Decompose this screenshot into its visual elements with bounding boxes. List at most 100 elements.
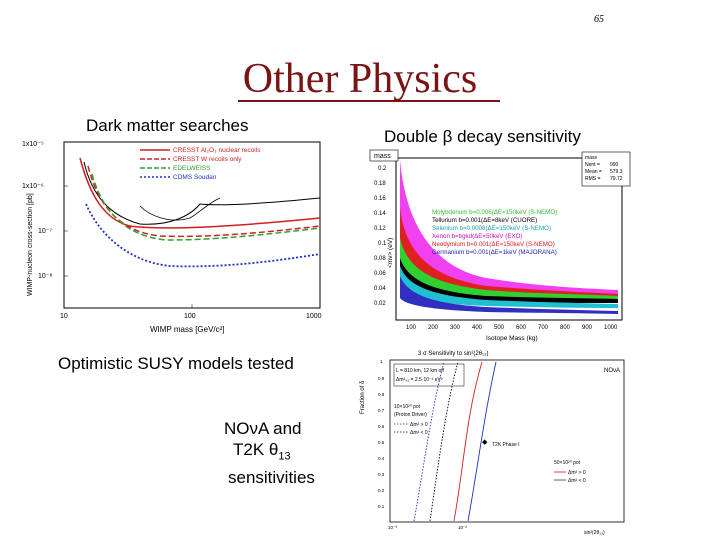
svg-text:990: 990 [610, 162, 619, 168]
dm-xlabel: WIMP mass [GeV/c²] [150, 325, 225, 334]
svg-text:0.5: 0.5 [378, 440, 385, 445]
svg-text:mass: mass [585, 155, 597, 161]
dbd-xlabel: Isotope Mass (kg) [486, 335, 538, 342]
dm-curve-cdms [85, 203, 321, 268]
nova-t2k-label: T2K Phase I [492, 442, 520, 448]
dbd-legend-2: Selenium b=0.0008(ΔE=150keV (S-NEMO) [432, 225, 551, 232]
svg-text:1000: 1000 [604, 325, 618, 331]
nova-curve-2 [429, 361, 459, 522]
dm-ylabel: WIMP-nucleon cross-section [pb] [27, 193, 34, 296]
svg-text:10⁻²: 10⁻² [458, 525, 467, 530]
svg-text:0.08: 0.08 [374, 256, 386, 262]
dm-ytick-2: 10⁻⁷ [38, 228, 52, 235]
dbd-band-molybdenum [400, 238, 618, 301]
dm-legend-0: CRESST Al₂O₃ nuclear recoils [173, 147, 261, 154]
svg-text:1: 1 [380, 359, 383, 364]
svg-text:(Proton Driver): (Proton Driver) [394, 412, 427, 418]
svg-text:79.72: 79.72 [610, 176, 623, 182]
nova-tag: NOνA [604, 368, 620, 374]
svg-text:200: 200 [428, 325, 439, 331]
svg-text:0.6: 0.6 [378, 424, 385, 429]
svg-text:50×10²⁰ pot: 50×10²⁰ pot [554, 460, 581, 466]
dm-xtick-2: 1000 [306, 313, 322, 320]
dm-curve-region [139, 197, 221, 221]
svg-text:0.8: 0.8 [378, 392, 385, 397]
dark-matter-plot: CRESST Al₂O₃ nuclear recoils CRESST W re… [20, 136, 340, 336]
svg-text:L = 810 km, 12 km off: L = 810 km, 12 km off [396, 368, 445, 374]
svg-text:900: 900 [582, 325, 593, 331]
dm-curve-cresst-al [79, 157, 321, 229]
dm-legend-2: EDELWEISS [173, 165, 211, 172]
dm-legend-3: CDMS Soudan [173, 174, 217, 181]
svg-text:0.3: 0.3 [378, 472, 385, 477]
dbd-legend-4: Neodymium b=0.001(ΔE=150keV (S-NEMO) [432, 241, 555, 248]
dm-ytick-3: 10⁻⁸ [38, 273, 52, 280]
svg-text:Δm² > 0: Δm² > 0 [410, 422, 428, 428]
dbd-legend-5: Germanium b=0.001(ΔE=1keV (MAJORANA) [432, 249, 557, 256]
nova-xlabel: sin²(2θ₁₃) [584, 530, 605, 536]
dm-ytick-1: 1x10⁻⁶ [22, 183, 44, 190]
nova-curve-1 [413, 361, 445, 522]
svg-text:700: 700 [538, 325, 549, 331]
svg-text:400: 400 [472, 325, 483, 331]
svg-text:0.2: 0.2 [378, 488, 385, 493]
svg-text:◆: ◆ [482, 439, 488, 446]
dm-curve-edelweiss [91, 173, 321, 241]
nova-plot: 3 σ Sensitivity to sin²(2θ₁₃) Fraction o… [354, 346, 634, 536]
svg-text:Δm² > 0: Δm² > 0 [568, 470, 586, 476]
nova-curve-3 [453, 361, 483, 522]
svg-text:300: 300 [450, 325, 461, 331]
svg-text:0.1: 0.1 [378, 241, 387, 247]
dbd-legend-3: Xenon b=bgkd(ΔE=50keV (EXO) [432, 233, 522, 240]
svg-text:0.7: 0.7 [378, 408, 385, 413]
svg-text:0.9: 0.9 [378, 376, 385, 381]
dbd-band-selenium [400, 266, 618, 308]
nova-label-line2: T2K θ13 [233, 440, 291, 463]
svg-text:579.3: 579.3 [610, 169, 623, 175]
page-number: 65 [594, 14, 604, 25]
svg-text:0.1: 0.1 [378, 504, 385, 509]
dbd-legend-1: Tellurium b=0.001(ΔE=8keV (CUORE) [432, 217, 537, 224]
svg-text:500: 500 [494, 325, 505, 331]
svg-text:10×10²⁰ pot: 10×10²⁰ pot [394, 404, 421, 410]
dm-plot-frame [63, 141, 321, 309]
svg-text:100: 100 [406, 325, 417, 331]
svg-text:0.02: 0.02 [374, 301, 386, 307]
double-beta-plot: mass mass Nent = 990 Mean = 579.3 RMS = 79.… [366, 148, 636, 344]
nova-label-line1: NOνA and [224, 419, 302, 438]
svg-text:0.18: 0.18 [374, 181, 386, 187]
susy-label: Optimistic SUSY models tested [58, 354, 294, 373]
dbd-title-box: mass [374, 153, 391, 160]
svg-text:Δm² < 0: Δm² < 0 [568, 478, 586, 484]
svg-text:0.12: 0.12 [374, 226, 386, 232]
title-underline [238, 100, 500, 102]
svg-text:0.04: 0.04 [374, 286, 386, 292]
nova-curve-4 [467, 361, 497, 522]
nova-label: NOνA and T2K θ13 sensitivities [224, 418, 315, 488]
double-beta-label: Double β decay sensitivity [384, 127, 581, 146]
dm-ytick-0: 1x10⁻⁵ [22, 141, 44, 148]
svg-text:600: 600 [516, 325, 527, 331]
dm-legend-1: CRESST W recoils only [173, 156, 242, 163]
dbd-ylabel: <mν> (eV) [387, 238, 394, 268]
dark-matter-label: Dark matter searches [86, 116, 249, 135]
svg-text:800: 800 [560, 325, 571, 331]
dbd-legend-0: Molybdenum b=0.006(ΔE=150keV (S-NEMO) [432, 209, 557, 216]
svg-text:0.4: 0.4 [378, 456, 385, 461]
svg-text:0.16: 0.16 [374, 196, 386, 202]
nova-label-line3: sensitivities [228, 468, 315, 488]
svg-text:0.2: 0.2 [378, 166, 387, 172]
svg-text:0.06: 0.06 [374, 271, 386, 277]
nova-title: 3 σ Sensitivity to sin²(2θ₁₃) [418, 351, 489, 357]
dm-xtick-0: 10 [60, 313, 68, 320]
svg-text:RMS =: RMS = [585, 176, 601, 182]
svg-text:Δm²₃₂ = 2.5·10⁻³ eV²: Δm²₃₂ = 2.5·10⁻³ eV² [396, 377, 443, 383]
svg-text:10⁻³: 10⁻³ [388, 525, 397, 530]
nova-ylabel: Fraction of δ [360, 380, 366, 414]
svg-text:Δm² < 0: Δm² < 0 [410, 430, 428, 436]
svg-text:Mean =: Mean = [585, 169, 602, 175]
dbd-band-germanium [400, 276, 618, 314]
svg-text:Nent =: Nent = [585, 162, 600, 168]
svg-text:0.14: 0.14 [374, 211, 386, 217]
dm-xtick-1: 100 [184, 313, 196, 320]
